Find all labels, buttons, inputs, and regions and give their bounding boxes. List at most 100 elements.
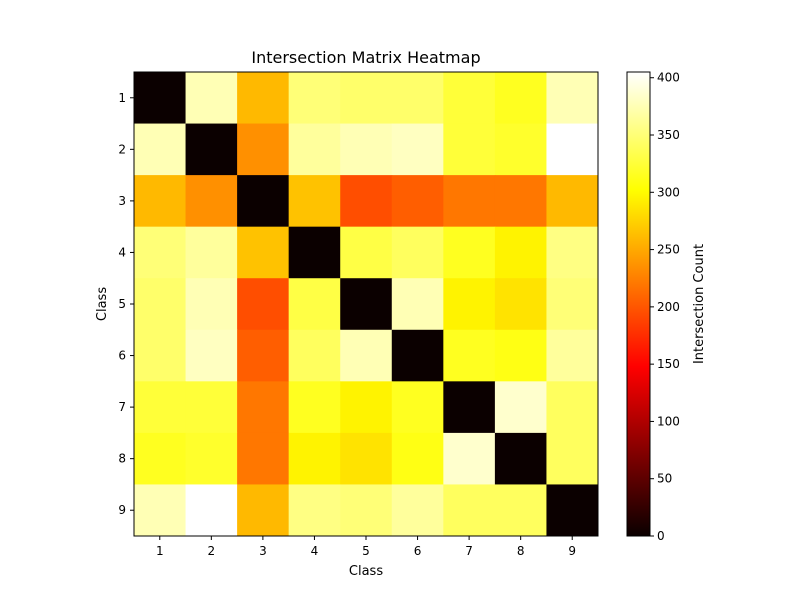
heatmap-cell	[443, 175, 496, 228]
y-tick-label: 6	[118, 349, 126, 363]
heatmap-cell	[391, 226, 444, 279]
colorbar-tick-label: 0	[657, 529, 665, 543]
heatmap-cell	[391, 484, 444, 537]
x-tick-label: 3	[259, 544, 267, 558]
heatmap-cell	[546, 432, 599, 485]
heatmap-cell	[134, 278, 187, 331]
heatmap-cell	[340, 381, 393, 434]
heatmap-cell	[494, 432, 547, 485]
heatmap-cell	[237, 432, 290, 485]
heatmap-cell	[185, 226, 238, 279]
heatmap-cell	[340, 123, 393, 176]
heatmap-cell	[340, 226, 393, 279]
heatmap-cell	[443, 72, 496, 125]
heatmap-cell	[391, 175, 444, 228]
colorbar-ticks: 0 50 100 150 200 250 300 350 400	[650, 71, 680, 543]
x-tick-label: 8	[517, 544, 525, 558]
heatmap-cell	[391, 432, 444, 485]
y-tick-label: 4	[118, 245, 126, 259]
heatmap-cell	[494, 278, 547, 331]
heatmap-cell	[443, 123, 496, 176]
heatmap-cell	[134, 381, 187, 434]
chart-title: Intersection Matrix Heatmap	[251, 48, 480, 67]
heatmap-cell	[443, 432, 496, 485]
heatmap-cell	[494, 226, 547, 279]
x-tick-label: 4	[311, 544, 319, 558]
x-tick-label: 1	[156, 544, 164, 558]
heatmap-cell	[546, 278, 599, 331]
heatmap-cell	[546, 123, 599, 176]
heatmap-cell	[288, 484, 341, 537]
heatmap-cell	[237, 226, 290, 279]
colorbar-tick-label: 350	[657, 128, 680, 142]
heatmap-cell	[237, 123, 290, 176]
heatmap-cell	[340, 329, 393, 382]
heatmap-cell	[340, 278, 393, 331]
heatmap-cell	[494, 484, 547, 537]
x-tick-label: 6	[414, 544, 422, 558]
colorbar-label: Intersection Count	[692, 244, 707, 364]
heatmap-cell	[185, 432, 238, 485]
heatmap-cell	[546, 381, 599, 434]
heatmap-cell	[546, 72, 599, 125]
heatmap-cell	[237, 175, 290, 228]
x-tick-label: 9	[568, 544, 576, 558]
heatmap-cell	[443, 329, 496, 382]
heatmap-cell	[185, 72, 238, 125]
heatmap-cell	[134, 123, 187, 176]
heatmap-cell	[134, 72, 187, 125]
heatmap-cell	[288, 432, 341, 485]
heatmap-cell	[288, 381, 341, 434]
colorbar: 0 50 100 150 200 250 300 350 400 Intersection Co…	[626, 71, 707, 543]
heatmap-cell	[494, 175, 547, 228]
heatmap-cell	[185, 175, 238, 228]
heatmap-cell	[391, 381, 444, 434]
heatmap-cell	[237, 278, 290, 331]
heatmap-cell	[237, 484, 290, 537]
y-tick-label: 8	[118, 452, 126, 466]
heatmap-cell	[185, 278, 238, 331]
x-axis-label: Class	[349, 564, 383, 579]
heatmap-cell	[340, 432, 393, 485]
heatmap-cell	[443, 278, 496, 331]
colorbar-tick-label: 100	[657, 414, 680, 428]
x-tick-label: 7	[465, 544, 473, 558]
x-tick-label: 5	[362, 544, 370, 558]
heatmap-cell	[134, 175, 187, 228]
heatmap-cell	[340, 484, 393, 537]
heatmap-cell	[288, 72, 341, 125]
heatmap-cell	[288, 175, 341, 228]
colorbar-tick-label: 150	[657, 357, 680, 371]
heatmap-cell	[391, 72, 444, 125]
y-tick-label: 5	[118, 297, 126, 311]
y-tick-label: 2	[118, 142, 126, 156]
colorbar-tick-label: 50	[657, 472, 672, 486]
colorbar-tick-label: 200	[657, 300, 680, 314]
heatmap-cell	[391, 329, 444, 382]
heatmap-cell	[185, 329, 238, 382]
heatmap-cell	[443, 484, 496, 537]
heatmap-cell	[134, 432, 187, 485]
heatmap-cell	[288, 329, 341, 382]
y-tick-label: 9	[118, 503, 126, 517]
heatmap-cell	[546, 484, 599, 537]
y-tick-label: 3	[118, 194, 126, 208]
heatmap-cell	[134, 329, 187, 382]
heatmap-cell	[340, 175, 393, 228]
heatmap-cell	[134, 484, 187, 537]
heatmap-cell	[494, 72, 547, 125]
y-axis-label: Class	[95, 287, 110, 321]
heatmap-cell	[494, 381, 547, 434]
x-axis: 1 2 3 4 5 6 7 8 9	[156, 536, 576, 558]
heatmap-cell	[237, 329, 290, 382]
heatmap-cell	[288, 123, 341, 176]
colorbar-scale	[626, 71, 651, 537]
heatmap-cell	[546, 175, 599, 228]
heatmap-cell	[391, 278, 444, 331]
heatmap-cell	[546, 226, 599, 279]
heatmap-cell	[391, 123, 444, 176]
heatmap-cell	[185, 484, 238, 537]
heatmap-cell	[288, 226, 341, 279]
heatmap-cell	[546, 329, 599, 382]
